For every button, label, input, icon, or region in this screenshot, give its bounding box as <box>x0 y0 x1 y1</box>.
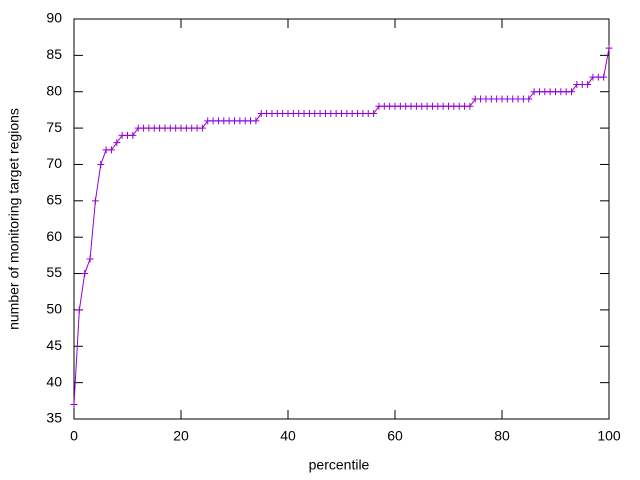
y-tick-label: 35 <box>46 410 62 426</box>
y-tick-label: 50 <box>46 301 62 317</box>
point-marker <box>600 73 608 81</box>
point-marker <box>107 146 115 154</box>
point-marker <box>129 131 137 139</box>
point-marker <box>81 270 89 278</box>
point-marker <box>370 110 378 118</box>
y-tick-label: 70 <box>46 155 62 171</box>
y-tick-label: 80 <box>46 82 62 98</box>
point-marker <box>568 88 576 96</box>
point-marker <box>198 124 206 132</box>
y-tick-label: 45 <box>46 337 62 353</box>
point-marker <box>605 44 613 52</box>
x-tick-label: 100 <box>597 428 621 444</box>
x-tick-label: 20 <box>173 428 189 444</box>
x-tick-label: 60 <box>387 428 403 444</box>
point-marker <box>70 400 78 408</box>
x-tick-label: 40 <box>280 428 296 444</box>
y-tick-label: 90 <box>46 10 62 26</box>
point-marker <box>466 102 474 110</box>
point-marker <box>252 117 260 125</box>
x-axis-label: percentile <box>309 457 370 473</box>
y-tick-label: 40 <box>46 373 62 389</box>
point-marker <box>75 306 83 314</box>
y-tick-label: 65 <box>46 192 62 208</box>
y-tick-label: 75 <box>46 119 62 135</box>
point-marker <box>86 255 94 263</box>
point-marker <box>91 197 99 205</box>
point-marker <box>97 160 105 168</box>
plot-border <box>73 18 610 420</box>
point-marker <box>525 95 533 103</box>
point-marker <box>113 139 121 147</box>
y-tick-label: 60 <box>46 228 62 244</box>
x-tick-label: 0 <box>70 428 78 444</box>
y-axis-label: number of monitoring target regions <box>6 108 22 330</box>
y-tick-label: 55 <box>46 264 62 280</box>
y-tick-label: 85 <box>46 46 62 62</box>
x-tick-label: 80 <box>494 428 510 444</box>
point-marker <box>584 80 592 88</box>
